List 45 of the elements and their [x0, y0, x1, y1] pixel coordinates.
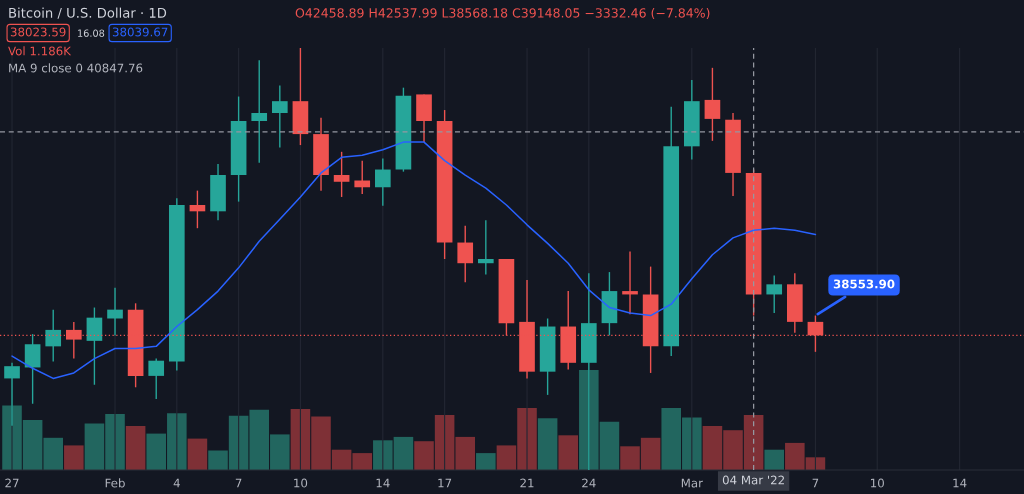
x-tick-label: 4 — [173, 478, 180, 488]
x-tick-label: 27 — [5, 478, 19, 488]
annotation: MA 9 close 0 40847.76 — [9, 63, 143, 73]
x-tick-label: 17 — [438, 478, 452, 488]
candlestick — [45, 308, 62, 363]
candlestick — [333, 151, 350, 198]
x-tick-label: 10 — [871, 478, 884, 488]
bar — [64, 445, 84, 470]
candlestick — [622, 250, 638, 315]
ref-line-label: 04 Mar '22 — [722, 475, 784, 485]
x-tick-label: 10 — [294, 478, 308, 488]
candlestick — [271, 84, 288, 149]
x-tick-label: 7 — [235, 478, 242, 488]
bar — [125, 425, 146, 470]
bar — [187, 438, 208, 470]
candlestick — [251, 59, 268, 164]
candlestick — [477, 219, 494, 276]
x-tick-label: 21 — [520, 478, 534, 488]
candlestick — [766, 274, 783, 314]
x-tick-label: 14 — [953, 478, 967, 488]
x-tick-label: 7 — [812, 478, 819, 488]
chart-title: Bitcoin / U.S. Dollar · 1D — [9, 7, 167, 19]
x-tick-label: Feb — [105, 478, 125, 488]
candlestick — [704, 67, 721, 142]
candlestick — [354, 159, 371, 195]
candlestick — [24, 333, 41, 405]
x-tick-label: 24 — [582, 478, 596, 488]
text: 16.08 — [78, 29, 105, 37]
candlestick — [148, 357, 165, 400]
x-tick-label: Mar — [681, 478, 703, 488]
bar — [476, 453, 496, 470]
candlestick — [374, 157, 391, 207]
text: O42458.89 H42537.99 L38568.18 C39148.05 −3332.46 (−7.84%) — [295, 7, 710, 20]
candlestick — [107, 287, 123, 337]
candlestick — [86, 306, 103, 386]
annotation: Vol 1.186K — [8, 46, 72, 56]
bar — [764, 449, 785, 470]
text: 38039.67 — [112, 27, 168, 37]
text: 38023.59 — [10, 27, 66, 37]
x-tick-label: 14 — [376, 478, 390, 488]
bar — [558, 435, 579, 470]
candlestick — [457, 224, 474, 283]
bar — [537, 418, 558, 470]
candlestick — [189, 189, 206, 229]
annotation: 38553.90 — [833, 279, 895, 289]
